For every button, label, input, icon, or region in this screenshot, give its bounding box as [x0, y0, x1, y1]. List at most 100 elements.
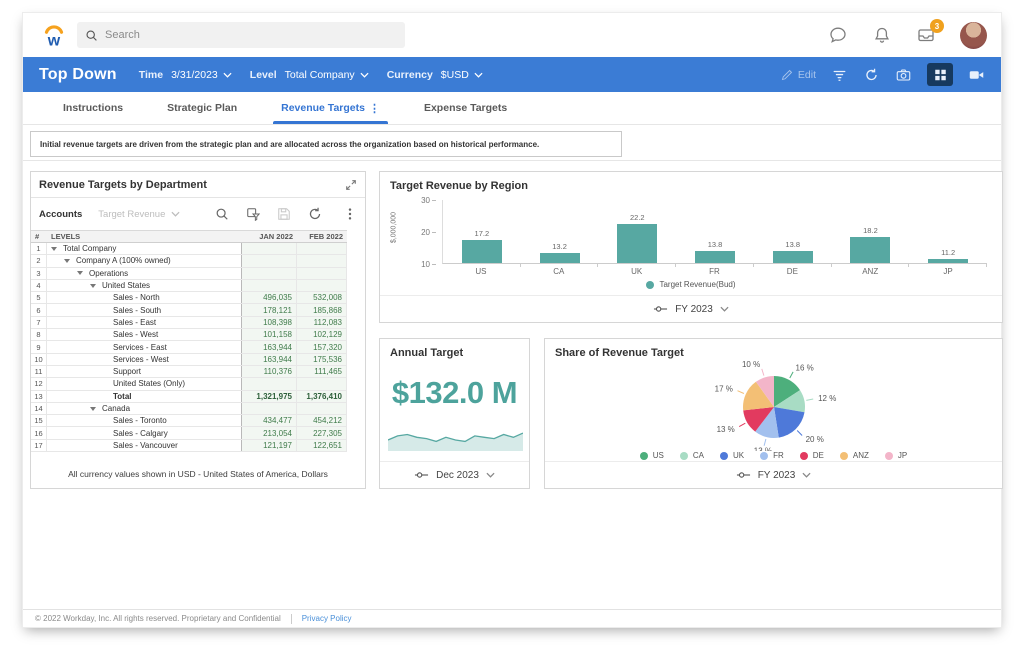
- notifications-bell-icon[interactable]: [872, 25, 892, 45]
- table-row[interactable]: 2 Company A (100% owned): [31, 255, 347, 268]
- table-row[interactable]: 5 Sales - North 496,035 532,008: [31, 292, 347, 305]
- kebab-menu-icon[interactable]: [343, 207, 357, 221]
- table-row[interactable]: 6 Sales - South 178,121 185,868: [31, 304, 347, 317]
- value-cell-jan[interactable]: 213,054: [242, 427, 297, 439]
- bar[interactable]: [617, 224, 658, 263]
- tree-collapse-icon[interactable]: [90, 406, 96, 411]
- grid-view-button[interactable]: [927, 63, 953, 86]
- value-cell-feb[interactable]: [297, 255, 347, 267]
- value-cell-jan[interactable]: [242, 267, 297, 279]
- bar[interactable]: [928, 259, 969, 263]
- global-search[interactable]: [77, 22, 405, 48]
- table-row[interactable]: 14 Canada: [31, 402, 347, 416]
- pie-chart[interactable]: 16 %12 %20 %13 %13 %17 %10 %: [545, 355, 1002, 455]
- table-row[interactable]: 1 Total Company: [31, 243, 347, 256]
- value-cell-jan[interactable]: 163,944: [242, 353, 297, 365]
- value-cell-jan[interactable]: 1,321,975: [242, 390, 297, 402]
- bar[interactable]: [539, 252, 580, 263]
- tab-revenue-targets[interactable]: Revenue Targets ⋮: [273, 92, 388, 124]
- value-cell-jan[interactable]: 121,197: [242, 439, 297, 452]
- table-row[interactable]: 7 Sales - East 108,398 112,083: [31, 316, 347, 330]
- tree-collapse-icon[interactable]: [90, 283, 96, 288]
- value-cell-jan[interactable]: 496,035: [242, 292, 297, 304]
- value-cell-feb[interactable]: 532,008: [297, 292, 347, 304]
- value-cell-feb[interactable]: 122,651: [297, 439, 347, 452]
- filter-grid-icon[interactable]: [246, 207, 261, 221]
- legend-item[interactable]: DE: [799, 451, 824, 460]
- value-cell-jan[interactable]: 434,477: [242, 415, 297, 427]
- legend-item[interactable]: JP: [884, 451, 907, 460]
- value-cell-jan[interactable]: [242, 243, 297, 255]
- tab-expense-targets[interactable]: Expense Targets: [424, 92, 507, 124]
- legend-item[interactable]: Target Revenue(Bud): [646, 280, 736, 289]
- save-icon[interactable]: [277, 207, 291, 221]
- tree-collapse-icon[interactable]: [77, 271, 83, 276]
- table-row[interactable]: 3 Operations: [31, 267, 347, 280]
- period-selector[interactable]: FY 2023: [545, 461, 1002, 488]
- bar[interactable]: [461, 240, 502, 263]
- value-cell-jan[interactable]: [242, 402, 297, 415]
- chat-icon[interactable]: [828, 25, 848, 45]
- period-selector[interactable]: FY 2023: [380, 295, 1002, 322]
- value-cell-feb[interactable]: [297, 267, 347, 279]
- value-cell-feb[interactable]: [297, 243, 347, 255]
- dimension-select[interactable]: Target Revenue: [98, 209, 180, 220]
- value-cell-jan[interactable]: 178,121: [242, 304, 297, 316]
- control-value-dropdown[interactable]: Total Company: [285, 69, 369, 81]
- tab-strategic-plan[interactable]: Strategic Plan: [167, 92, 237, 124]
- privacy-policy-link[interactable]: Privacy Policy: [301, 614, 352, 623]
- value-cell-jan[interactable]: 101,158: [242, 329, 297, 341]
- avatar[interactable]: [960, 21, 987, 49]
- snapshot-camera-button[interactable]: [895, 67, 912, 82]
- inbox-tray-icon[interactable]: 3: [916, 19, 944, 45]
- tab-instructions[interactable]: Instructions: [63, 92, 123, 124]
- search-input[interactable]: [105, 29, 397, 41]
- workday-logo-icon[interactable]: w: [39, 20, 69, 50]
- legend-item[interactable]: US: [639, 451, 664, 460]
- value-cell-jan[interactable]: 163,944: [242, 341, 297, 353]
- value-cell-feb[interactable]: 111,465: [297, 365, 347, 378]
- legend-item[interactable]: FR: [760, 451, 784, 460]
- table-row[interactable]: 8 Sales - West 101,158 102,129: [31, 329, 347, 342]
- value-cell-feb[interactable]: [297, 378, 347, 390]
- legend-item[interactable]: UK: [719, 451, 744, 460]
- value-cell-jan[interactable]: [242, 255, 297, 267]
- table-row[interactable]: 15 Sales - Toronto 434,477 454,212: [31, 415, 347, 428]
- value-cell-feb[interactable]: 112,083: [297, 316, 347, 329]
- value-cell-jan[interactable]: [242, 378, 297, 390]
- expand-icon[interactable]: [345, 179, 357, 191]
- value-cell-jan[interactable]: [242, 279, 297, 292]
- value-cell-feb[interactable]: 1,376,410: [297, 390, 347, 402]
- value-cell-feb[interactable]: 227,305: [297, 427, 347, 439]
- refresh-icon[interactable]: [308, 207, 322, 221]
- bar[interactable]: [695, 250, 736, 263]
- table-row[interactable]: 9 Services - East 163,944 157,320: [31, 341, 347, 354]
- tab-kebab-icon[interactable]: ⋮: [368, 102, 380, 115]
- value-cell-feb[interactable]: 157,320: [297, 341, 347, 353]
- legend-item[interactable]: CA: [679, 451, 704, 460]
- value-cell-feb[interactable]: [297, 279, 347, 292]
- bar[interactable]: [850, 236, 891, 263]
- tree-collapse-icon[interactable]: [64, 258, 70, 263]
- value-cell-feb[interactable]: [297, 402, 347, 415]
- bar[interactable]: [772, 250, 813, 263]
- table-row[interactable]: 4 United States: [31, 279, 347, 293]
- edit-button[interactable]: Edit: [781, 69, 816, 81]
- table-row[interactable]: 16 Sales - Calgary 213,054 227,305: [31, 427, 347, 440]
- value-cell-feb[interactable]: 454,212: [297, 415, 347, 427]
- value-cell-jan[interactable]: 110,376: [242, 365, 297, 378]
- tree-collapse-icon[interactable]: [51, 246, 57, 251]
- search-icon[interactable]: [215, 207, 229, 221]
- table-row[interactable]: 17 Sales - Vancouver 121,197 122,651: [31, 439, 347, 453]
- value-cell-feb[interactable]: 102,129: [297, 329, 347, 341]
- legend-item[interactable]: ANZ: [839, 451, 869, 460]
- table-row[interactable]: 13 Total 1,321,975 1,376,410: [31, 390, 347, 403]
- table-row[interactable]: 10 Services - West 163,944 175,536: [31, 353, 347, 366]
- value-cell-feb[interactable]: 175,536: [297, 353, 347, 365]
- value-cell-jan[interactable]: 108,398: [242, 316, 297, 329]
- value-cell-feb[interactable]: 185,868: [297, 304, 347, 316]
- table-row[interactable]: 11 Support 110,376 111,465: [31, 365, 347, 379]
- filter-button[interactable]: [831, 67, 848, 82]
- video-button[interactable]: [968, 67, 985, 82]
- control-value-dropdown[interactable]: $USD: [441, 69, 483, 81]
